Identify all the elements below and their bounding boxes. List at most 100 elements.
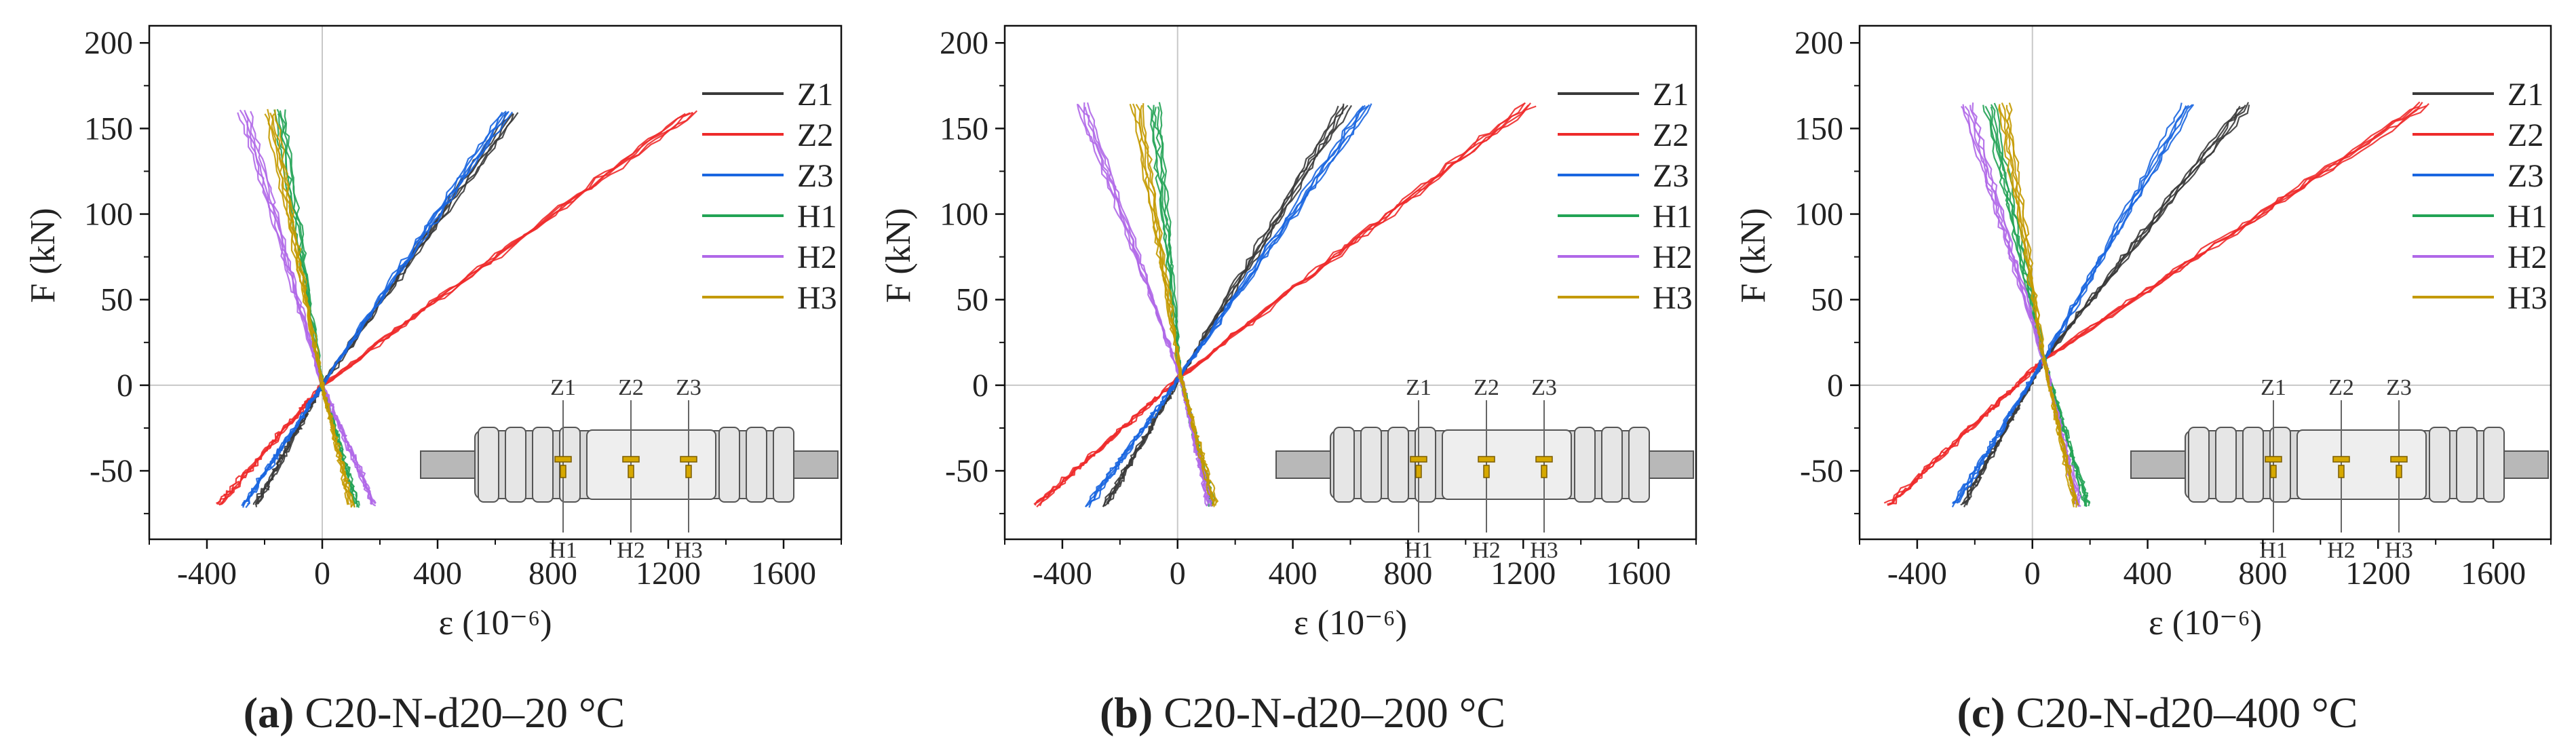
strain-gauge (560, 465, 566, 478)
x-tick-label: 800 (528, 556, 577, 592)
y-axis-title: F (kN) (879, 208, 918, 303)
x-tick-label: 400 (2123, 556, 2172, 592)
strain-gauge (2270, 465, 2277, 478)
specimen-rib (478, 427, 499, 503)
caption-label: (b) (1100, 689, 1153, 737)
strain-gauge (1478, 456, 1495, 463)
strain-gauge (685, 465, 692, 478)
x-tick-label: 0 (2024, 556, 2041, 592)
panel-caption: (a) C20-N-d20–20 °C (244, 689, 625, 737)
x-axis-title: ε (10⁻⁶) (438, 604, 552, 642)
strain-gauge (1410, 456, 1427, 463)
x-tick-label: 0 (1170, 556, 1186, 592)
specimen-rib (2483, 427, 2505, 503)
caption-label: (c) (1957, 689, 2005, 737)
chart-panel-1: Z1 H1 Z2 H2 Z3 H3 -400 0 400 800 1200 1600 -50 0 50 100… (24, 24, 843, 737)
strain-gauge (2390, 456, 2408, 463)
specimen-label-bottom: H1 (1404, 538, 1433, 563)
y-tick-label: 200 (940, 25, 988, 61)
y-tick-label: 100 (1794, 197, 1843, 233)
y-tick-label: 0 (972, 368, 988, 404)
x-tick-label: 400 (413, 556, 462, 592)
series-line-H3 (1140, 104, 1217, 506)
x-tick-label: 1600 (751, 556, 816, 592)
legend: Z1 Z2 Z3 H1 H2 H3 (2412, 77, 2548, 316)
x-tick-label: -400 (1887, 556, 1947, 592)
specimen-center (1442, 429, 1572, 500)
strain-gauge (1483, 465, 1490, 478)
series-line-H3 (1142, 103, 1219, 504)
legend-label-H3: H3 (797, 280, 837, 316)
series-line-H2 (1083, 102, 1210, 503)
series-line-H1 (1153, 107, 1214, 507)
specimen-center (2296, 429, 2427, 500)
caption-text: C20-N-d20–20 °C (294, 689, 625, 737)
legend-label-H2: H2 (797, 239, 837, 275)
series-line-H3 (272, 113, 354, 508)
strain-gauge (622, 456, 640, 463)
specimen-label-bottom: H2 (2327, 538, 2356, 563)
specimen-label-bottom: H3 (2385, 538, 2413, 563)
y-tick-label: 0 (117, 368, 133, 404)
specimen-label-bottom: H3 (674, 538, 703, 563)
legend-label-H1: H1 (2507, 199, 2548, 235)
y-tick-label: 200 (84, 25, 133, 61)
y-tick-label: -50 (90, 453, 133, 489)
strain-gauge (1415, 465, 1422, 478)
specimen-label-top: Z2 (2328, 375, 2354, 400)
x-tick-label: 1600 (1606, 556, 1671, 592)
strain-gauge (2338, 465, 2345, 478)
panel-caption: (c) C20-N-d20–400 °C (1957, 689, 2358, 737)
legend-label-H1: H1 (797, 199, 837, 235)
legend-label-Z3: Z3 (2507, 158, 2543, 194)
specimen-label-top: Z1 (2261, 375, 2286, 400)
specimen-rib (1333, 427, 1355, 503)
y-tick-label: -50 (1800, 453, 1843, 489)
y-axis-title: F (kN) (24, 208, 62, 303)
specimen-schematic: Z1 H1 Z2 H2 Z3 H3 (2130, 375, 2549, 563)
y-tick-label: 50 (100, 282, 133, 318)
specimen-rib (2242, 427, 2264, 503)
specimen-label-bottom: H1 (2259, 538, 2288, 563)
legend-label-Z3: Z3 (1653, 158, 1689, 194)
chart-panel-2: Z1 H1 Z2 H2 Z3 H3 -400 0 400 800 1200 1600 -50 0 50 100… (879, 24, 1697, 737)
y-tick-label: 150 (1794, 111, 1843, 147)
x-tick-label: 800 (1383, 556, 1432, 592)
specimen-rib (2269, 427, 2291, 503)
x-tick-label: 1200 (636, 556, 701, 592)
y-tick-label: 100 (940, 197, 988, 233)
specimen-rib (2429, 427, 2450, 503)
strain-gauge (554, 456, 572, 463)
y-tick-label: 150 (84, 111, 133, 147)
caption-text: C20-N-d20–400 °C (2005, 689, 2358, 737)
series-line-H3 (2008, 102, 2078, 508)
legend-label-H2: H2 (1653, 239, 1693, 275)
x-axis-title: ε (10⁻⁶) (2149, 604, 2262, 642)
strain-gauge (1535, 456, 1553, 463)
specimen-label-bottom: H2 (1472, 538, 1501, 563)
y-tick-label: 50 (1811, 282, 1843, 318)
legend-label-H3: H3 (2507, 280, 2548, 316)
y-axis-title: F (kN) (1734, 208, 1773, 303)
specimen-label-top: Z1 (1406, 375, 1431, 400)
specimen-rib (718, 427, 740, 503)
specimen-label-top: Z2 (618, 375, 644, 400)
specimen-label-top: Z3 (1531, 375, 1557, 400)
specimen-label-bottom: H2 (617, 538, 645, 563)
specimen-rib (746, 427, 767, 503)
series-line-H3 (274, 109, 355, 508)
panel-caption: (b) C20-N-d20–200 °C (1100, 689, 1505, 737)
specimen-label-top: Z3 (676, 375, 701, 400)
legend-label-Z1: Z1 (797, 77, 833, 113)
series-line-Z3 (1088, 104, 1370, 504)
specimen-label-top: Z3 (2386, 375, 2412, 400)
caption-label: (a) (244, 689, 294, 737)
legend-label-Z2: Z2 (797, 117, 833, 153)
specimen-rib (532, 427, 554, 503)
strain-gauge (2396, 465, 2402, 478)
legend-label-H2: H2 (2507, 239, 2548, 275)
legend: Z1 Z2 Z3 H1 H2 H3 (702, 77, 837, 316)
specimen-rib (1601, 427, 1623, 503)
